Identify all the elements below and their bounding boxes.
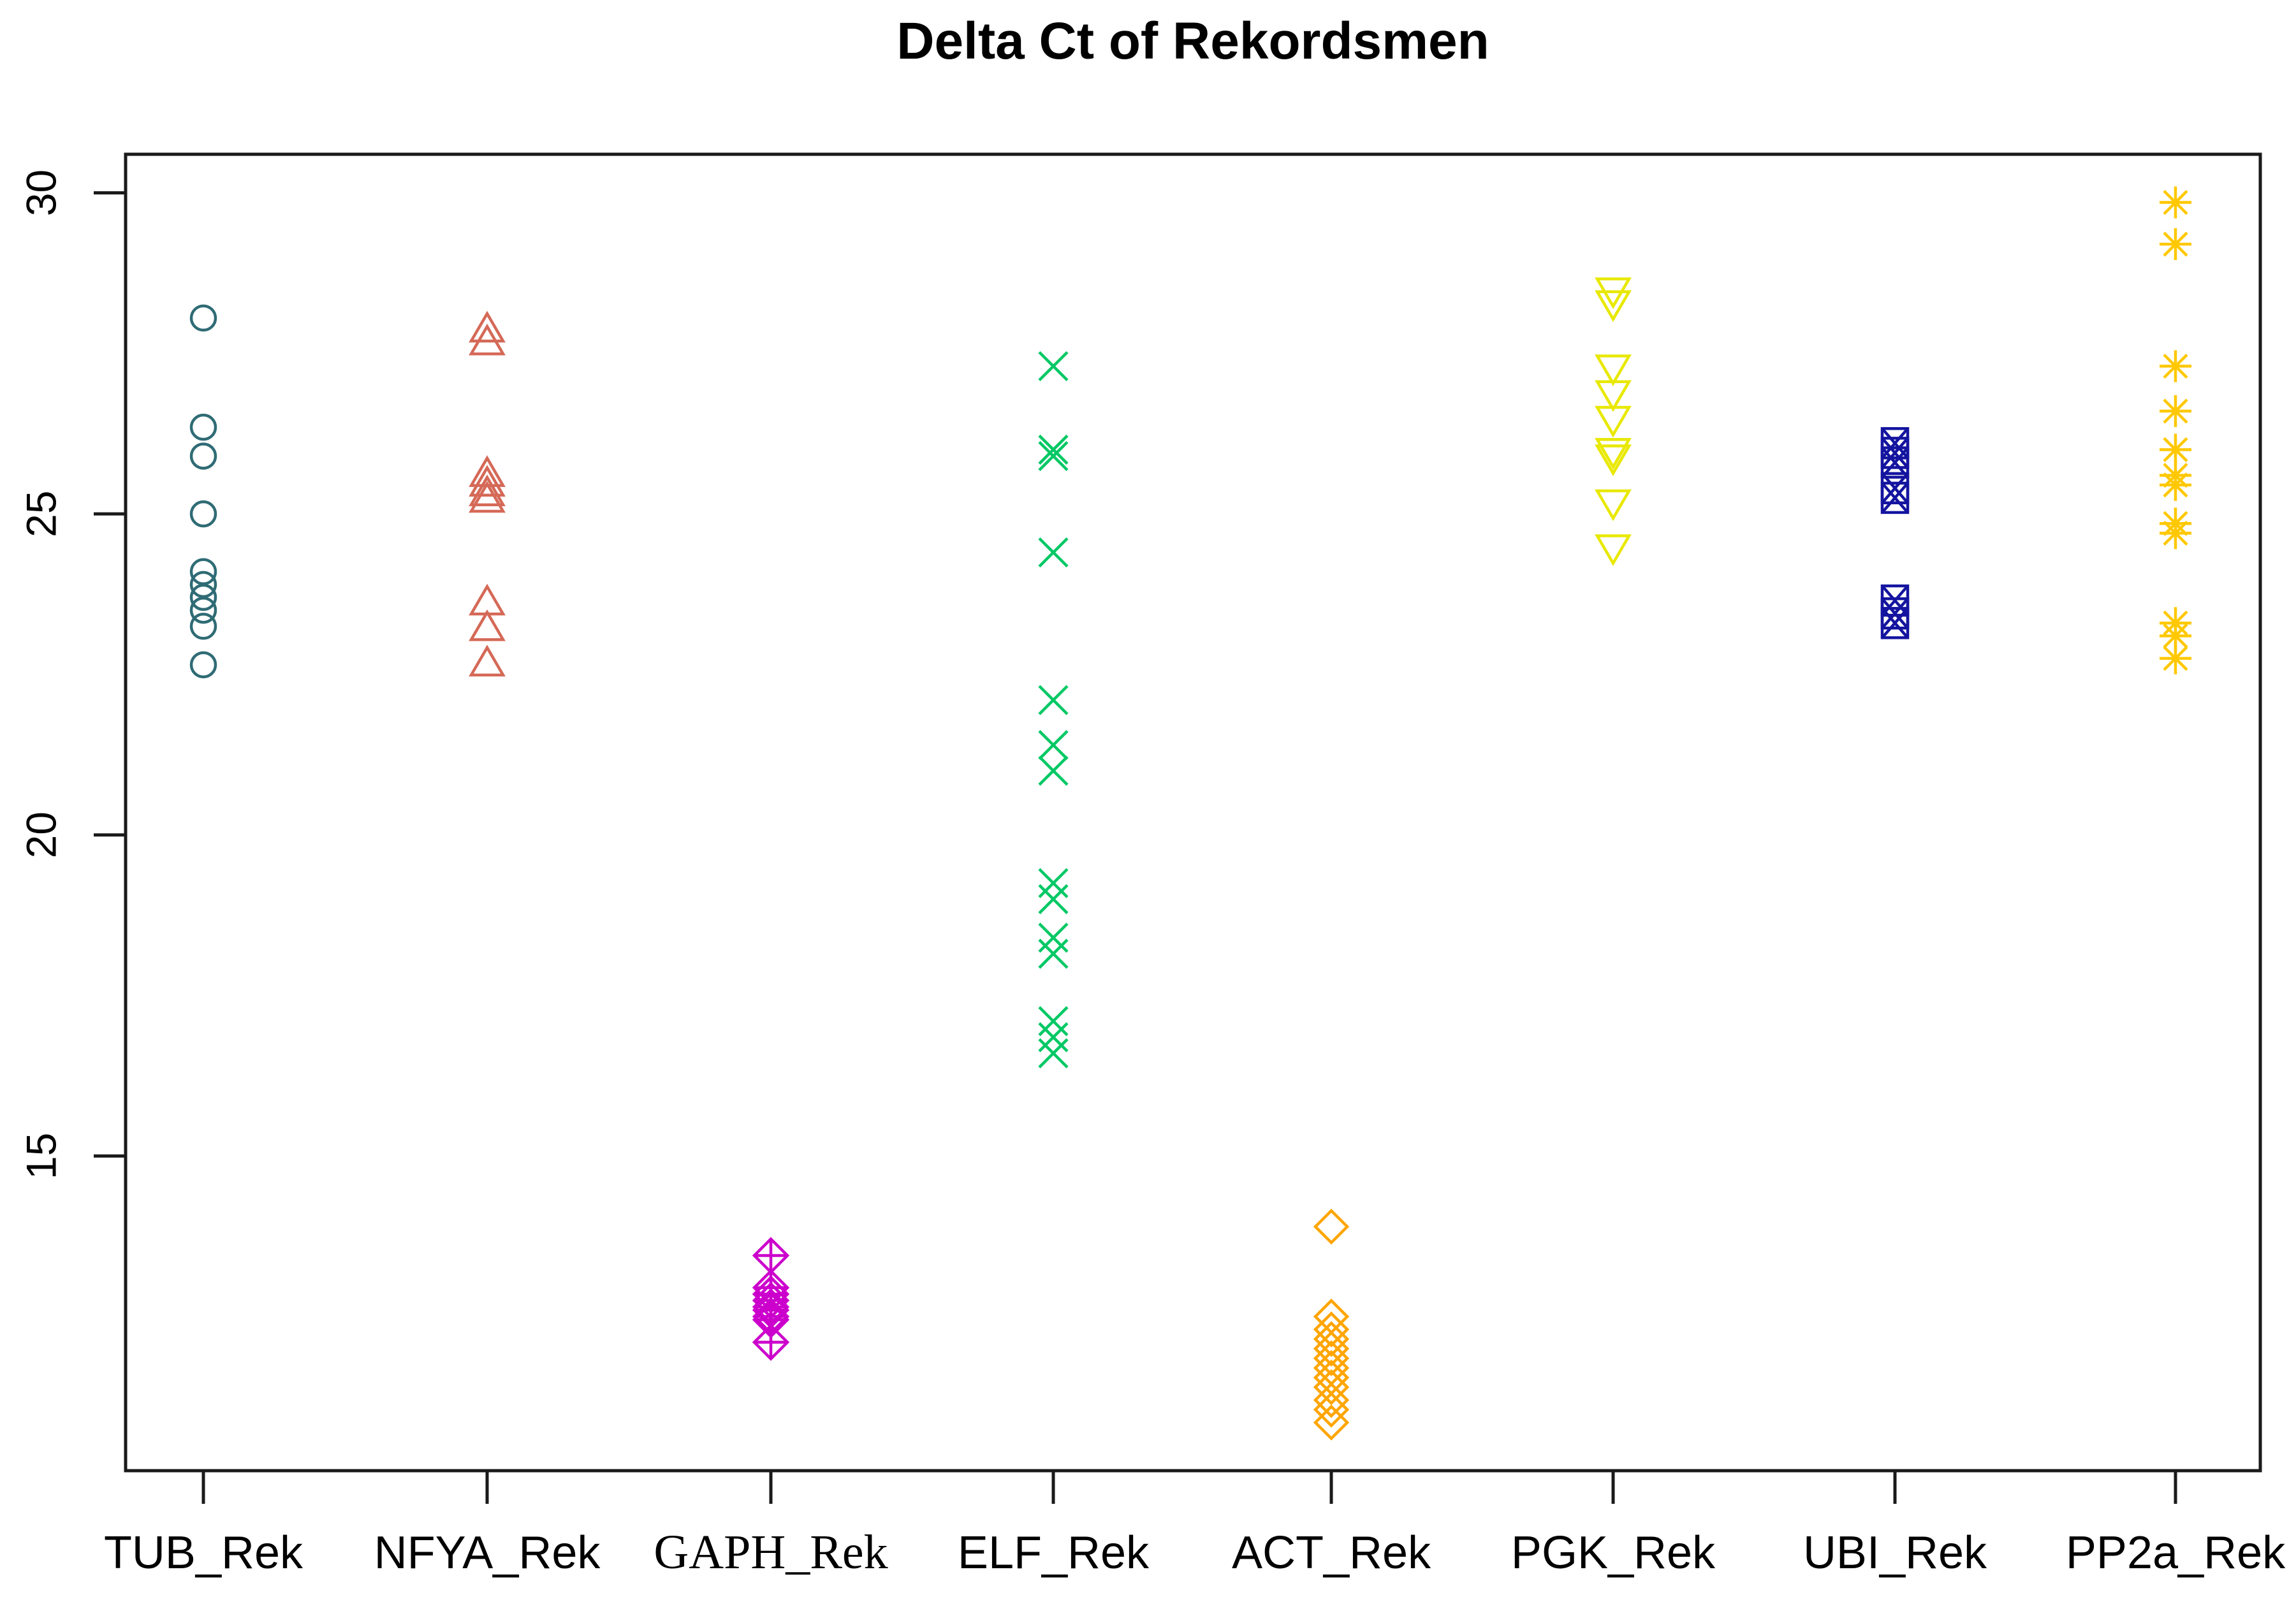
- data-point: [1313, 1369, 1350, 1406]
- x-tick-label: GAPH_Rek: [654, 1526, 888, 1579]
- data-point: [1038, 537, 1069, 568]
- data-point: [1038, 1022, 1069, 1052]
- data-point: [2160, 228, 2191, 261]
- data-point: [1595, 354, 1632, 386]
- x-axis: TUB_Rek NFYA_Rek GAPH_Rek ELF_Rek ACT_Rek PGK…: [104, 1471, 2286, 1579]
- data-point: [1595, 405, 1632, 438]
- data-point: [1038, 868, 1069, 898]
- data-point: [1038, 730, 1069, 761]
- x-tick-label: PP2a_Rek: [2066, 1527, 2286, 1578]
- y-axis: 15 20 25 30: [17, 170, 126, 1179]
- data-point: [469, 609, 506, 641]
- data-point: [1313, 1311, 1350, 1348]
- series-UBI_Rek: [1880, 427, 1910, 639]
- data-point: [2160, 395, 2191, 427]
- data-point: [752, 1237, 790, 1274]
- data-point: [189, 500, 217, 528]
- y-tick-label: 15: [17, 1133, 64, 1179]
- data-point: [189, 613, 217, 640]
- data-point: [752, 1323, 790, 1361]
- x-tick-label: ELF_Rek: [958, 1527, 1150, 1578]
- data-point: [189, 596, 217, 624]
- data-point: [189, 583, 217, 611]
- data-point: [1038, 1006, 1069, 1037]
- data-point: [1595, 534, 1632, 566]
- data-point: [1313, 1299, 1350, 1335]
- series-PP2a_Rek: [2160, 186, 2191, 674]
- series-GAPH_Rek: [752, 1237, 790, 1361]
- data-point: [1313, 1330, 1350, 1367]
- data-point: [2160, 469, 2191, 501]
- data-point: [469, 310, 506, 343]
- data-point: [1038, 351, 1069, 382]
- data-point: [469, 474, 506, 507]
- data-point: [1313, 1404, 1350, 1441]
- data-point: [469, 644, 506, 677]
- data-point: [1038, 922, 1069, 953]
- data-point: [469, 465, 506, 497]
- data-point: [1038, 434, 1069, 465]
- data-point: [189, 413, 217, 441]
- chart-title: Delta Ct of Rekordsmen: [896, 12, 1489, 70]
- data-point: [189, 571, 217, 599]
- data-point: [1038, 685, 1069, 715]
- data-point: [189, 558, 217, 586]
- x-tick-label: ACT_Rek: [1232, 1527, 1431, 1578]
- data-point: [2160, 433, 2191, 466]
- data-point: [1595, 489, 1632, 521]
- plot-points: [189, 186, 2191, 1441]
- data-point: [1313, 1209, 1350, 1245]
- data-point: [469, 323, 506, 356]
- y-tick-label: 20: [17, 812, 64, 858]
- data-point: [1038, 441, 1069, 472]
- data-point: [189, 304, 217, 332]
- data-point: [2160, 642, 2191, 674]
- data-point: [1595, 438, 1632, 470]
- series-ELF_Rek: [1038, 351, 1069, 1068]
- data-point: [189, 442, 217, 470]
- data-point: [1313, 1382, 1350, 1418]
- data-point: [2160, 350, 2191, 382]
- x-tick-label: PGK_Rek: [1511, 1527, 1716, 1578]
- data-point: [1595, 444, 1632, 476]
- x-tick-label: NFYA_Rek: [374, 1527, 601, 1578]
- y-tick-label: 25: [17, 490, 64, 537]
- data-point: [1038, 755, 1069, 786]
- data-point: [1880, 607, 1910, 639]
- series-PGK_Rek: [1595, 277, 1632, 566]
- data-point: [2160, 186, 2191, 219]
- data-point: [1880, 481, 1910, 514]
- data-point: [1595, 290, 1632, 323]
- data-point: [1595, 380, 1632, 412]
- y-tick-label: 30: [17, 170, 64, 216]
- data-point: [1038, 884, 1069, 915]
- series-ACT_Rek: [1313, 1209, 1350, 1441]
- data-point: [1038, 938, 1069, 969]
- data-point: [1313, 1340, 1350, 1376]
- data-point: [2160, 517, 2191, 550]
- data-point: [189, 651, 217, 679]
- series-NFYA_Rek: [469, 310, 506, 677]
- series-TUB_Rek: [189, 304, 217, 679]
- data-point: [469, 481, 506, 513]
- data-point: [1038, 1038, 1069, 1068]
- plot-border: [124, 152, 2262, 1473]
- x-tick-label: UBI_Rek: [1803, 1527, 1987, 1578]
- data-point: [1313, 1392, 1350, 1428]
- data-point: [1313, 1321, 1350, 1357]
- x-tick-label: TUB_Rek: [104, 1527, 303, 1578]
